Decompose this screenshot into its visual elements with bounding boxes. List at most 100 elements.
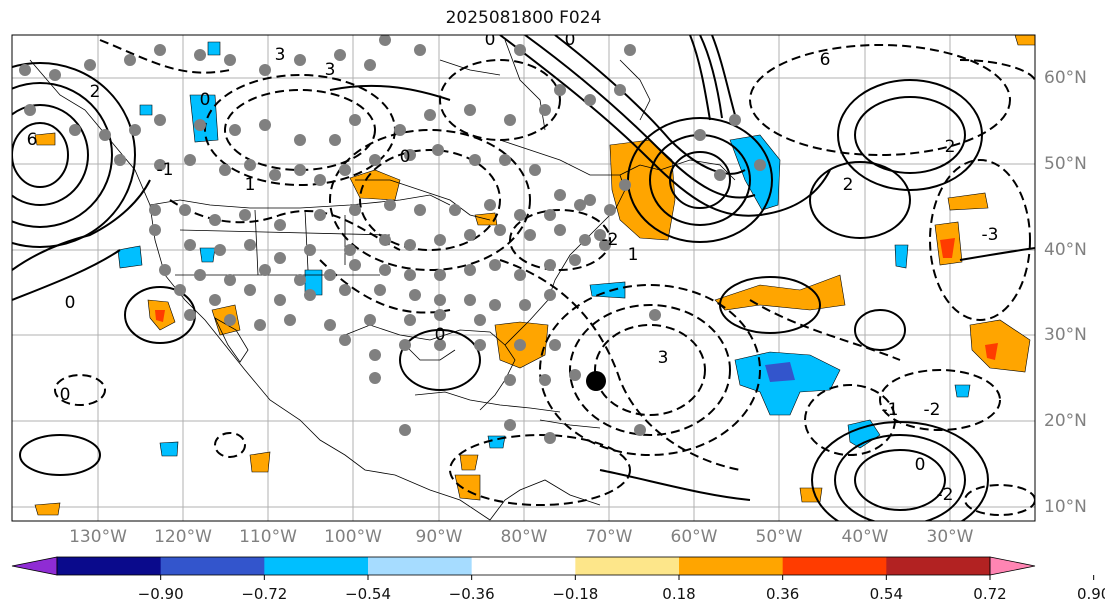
colorbar-tick-label: 0.36 xyxy=(765,585,800,603)
colorbar-tick-label: 0.54 xyxy=(869,585,904,603)
station-dot xyxy=(344,244,356,256)
contour-label: 1 xyxy=(628,245,639,265)
station-dot xyxy=(339,164,351,176)
station-dot xyxy=(474,339,486,351)
station-dot xyxy=(294,134,306,146)
colorbar-tick-label: −0.36 xyxy=(448,585,495,603)
station-dot xyxy=(519,299,531,311)
station-dot xyxy=(244,284,256,296)
contour-label: 0 xyxy=(400,147,411,167)
station-dot xyxy=(274,294,286,306)
station-dot xyxy=(194,119,206,131)
station-dot xyxy=(614,84,626,96)
station-dot xyxy=(544,209,556,221)
station-dot xyxy=(184,239,196,251)
station-dot xyxy=(579,234,591,246)
station-dot xyxy=(244,159,256,171)
station-dot xyxy=(294,54,306,66)
station-dot xyxy=(364,59,376,71)
longitude-label: 120°W xyxy=(154,527,212,547)
latitude-label: 50°N xyxy=(1044,154,1087,174)
station-dot xyxy=(504,419,516,431)
contour-label: 0 xyxy=(60,385,71,405)
station-dot xyxy=(154,44,166,56)
station-dot xyxy=(449,204,461,216)
station-dot xyxy=(549,339,561,351)
station-dot xyxy=(159,264,171,276)
station-dot xyxy=(214,244,226,256)
station-dot xyxy=(114,154,126,166)
station-dot xyxy=(404,239,416,251)
station-dot xyxy=(539,374,551,386)
contour-label: 0 xyxy=(565,30,576,50)
station-dot xyxy=(554,224,566,236)
solid-contours xyxy=(12,35,1035,521)
station-dot xyxy=(434,294,446,306)
latitude-label: 10°N xyxy=(1044,497,1087,517)
station-dot xyxy=(754,159,766,171)
station-dot xyxy=(514,339,526,351)
contour-label: 2 xyxy=(945,137,956,157)
colorbar-segment xyxy=(160,557,265,575)
contour-labels: 3 2 1 1 0 0 0 0 6 6 -1 -2 -2 -3 0 0 2 3 -1 -2 2 3 0 0 xyxy=(27,30,999,505)
station-dot xyxy=(524,229,536,241)
colorbar-segment xyxy=(575,557,680,575)
station-dot xyxy=(99,129,111,141)
contour-label: -2 xyxy=(602,230,619,250)
contour-label: 3 xyxy=(325,60,336,80)
station-dot xyxy=(584,94,596,106)
colorbar-segment xyxy=(368,557,473,575)
station-dot xyxy=(179,204,191,216)
map-title: 2025081800 F024 xyxy=(445,8,602,28)
station-dot xyxy=(404,149,416,161)
station-dot xyxy=(399,424,411,436)
station-dot xyxy=(494,224,506,236)
station-dot xyxy=(584,194,596,206)
longitude-label: 60°W xyxy=(670,527,718,547)
colorbar-frame xyxy=(56,556,991,576)
station-dot xyxy=(259,64,271,76)
station-dot xyxy=(329,134,341,146)
latitude-label: 60°N xyxy=(1044,68,1087,88)
station-dot xyxy=(349,204,361,216)
station-dot xyxy=(574,199,586,211)
station-dot xyxy=(314,174,326,186)
station-dot xyxy=(269,169,281,181)
station-dot xyxy=(324,319,336,331)
colorbar-tick-label: −0.90 xyxy=(137,585,184,603)
station-dot xyxy=(334,49,346,61)
station-dot xyxy=(349,259,361,271)
longitude-label: 50°W xyxy=(755,527,803,547)
station-dot xyxy=(489,299,501,311)
station-dot xyxy=(254,319,266,331)
station-dot xyxy=(284,314,296,326)
station-dot xyxy=(529,164,541,176)
station-dot xyxy=(369,372,381,384)
latitude-label: 20°N xyxy=(1044,411,1087,431)
station-dot xyxy=(539,104,551,116)
latitude-label: 30°N xyxy=(1044,325,1087,345)
negative-anomaly-regions xyxy=(117,41,971,457)
station-dot xyxy=(369,349,381,361)
station-dot xyxy=(124,54,136,66)
station-dot xyxy=(474,314,486,326)
station-dot xyxy=(174,284,186,296)
contour-label: 6 xyxy=(820,50,831,70)
station-dot xyxy=(374,284,386,296)
contour-label: -3 xyxy=(982,225,999,245)
colorbar xyxy=(11,556,1095,580)
station-dot xyxy=(304,289,316,301)
longitude-label: 110°W xyxy=(239,527,297,547)
station-dot xyxy=(229,124,241,136)
station-dot xyxy=(384,199,396,211)
station-dot xyxy=(544,289,556,301)
contour-label: -1 xyxy=(882,400,899,420)
colorbar-segment xyxy=(886,557,991,575)
station-dot xyxy=(414,44,426,56)
station-dot xyxy=(194,269,206,281)
station-dot xyxy=(324,269,336,281)
storm-center-marker xyxy=(586,371,606,391)
station-dot xyxy=(394,124,406,136)
station-dot xyxy=(504,114,516,126)
station-dot xyxy=(184,309,196,321)
